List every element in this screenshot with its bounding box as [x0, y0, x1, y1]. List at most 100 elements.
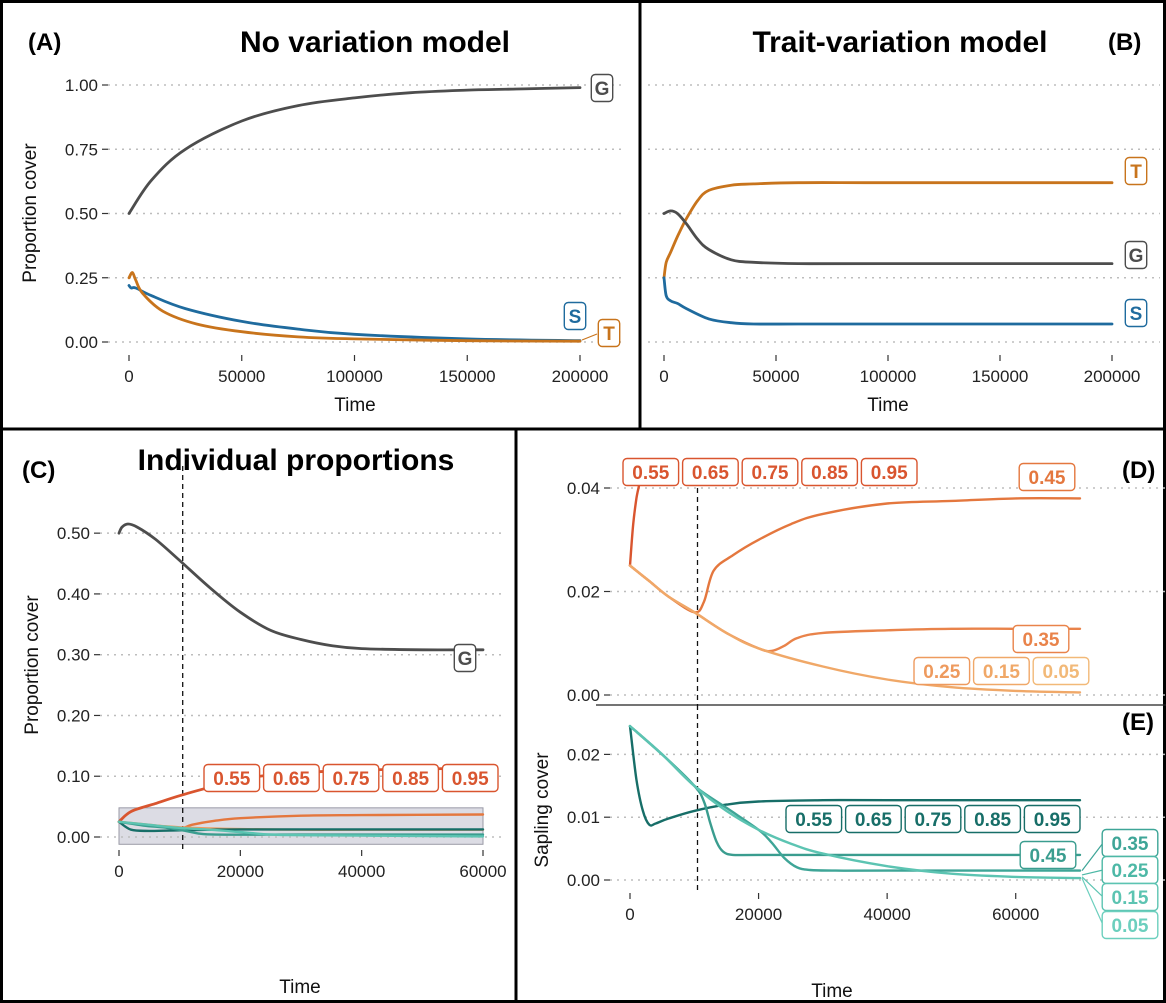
ytick-label-e-1: 0.01 — [567, 808, 600, 827]
ytick-label-c-0: 0.00 — [57, 828, 90, 847]
ytick-label-a-4: 1.00 — [65, 76, 98, 95]
label-box-d-0.35 — [1012, 624, 1070, 654]
label-box-e-right-0.15 — [1101, 882, 1159, 912]
label-box-b-S — [1124, 298, 1148, 328]
series-e-0.25-0.05 — [628, 724, 1082, 880]
xtick-label-c-3: 60000 — [459, 862, 506, 881]
label-e-right-0.35: 0.35 — [1112, 834, 1149, 855]
label-d-0.35: 0.35 — [1023, 630, 1060, 651]
label-box-c-G — [453, 643, 477, 673]
series-c-G — [117, 522, 485, 652]
xtick-label-a-3: 150000 — [439, 367, 496, 386]
label-d-group-0.55: 0.55 — [632, 463, 669, 484]
xlabel-c: Time — [279, 977, 321, 998]
series-e-0.55-0.95 — [628, 724, 1082, 827]
ytick-label-c-2: 0.20 — [57, 706, 90, 725]
xtick-label-b-2: 100000 — [860, 367, 917, 386]
label-box-a-G — [590, 73, 614, 103]
series-c-sapling-lowest — [117, 820, 485, 838]
panel-label-d: (D) — [1122, 457, 1155, 484]
series-b-G — [662, 209, 1114, 266]
panel-label-e: (E) — [1122, 709, 1154, 736]
xlabel-a: Time — [334, 395, 376, 416]
label-box-d-low-0.25 — [913, 656, 971, 686]
series-a-T — [127, 271, 582, 343]
panel-label-a: (A) — [28, 29, 61, 56]
label-box-e-group-0.75 — [904, 804, 962, 834]
ytick-label-e-0: 0.00 — [567, 871, 600, 890]
series-b-T — [662, 181, 1114, 280]
xlabel-e: Time — [811, 981, 853, 1002]
label-e-group-0.85: 0.85 — [974, 810, 1011, 831]
ytick-label-c-5: 0.50 — [57, 524, 90, 543]
xtick-label-b-3: 150000 — [972, 367, 1029, 386]
label-box-d-group-0.55 — [622, 457, 680, 487]
label-d-low-0.25: 0.25 — [923, 662, 960, 683]
xtick-label-c-1: 20000 — [217, 862, 264, 881]
xtick-label-a-2: 100000 — [326, 367, 383, 386]
label-c-group-0.65: 0.65 — [273, 769, 310, 790]
label-e-right-0.15: 0.15 — [1112, 888, 1149, 909]
label-e-0.45: 0.45 — [1030, 846, 1067, 867]
label-e-right-0.05: 0.05 — [1112, 916, 1149, 937]
label-c-group-0.55: 0.55 — [213, 769, 250, 790]
label-c-group-0.75: 0.75 — [333, 769, 370, 790]
label-box-a-S — [563, 301, 587, 331]
series-a-G — [127, 86, 582, 215]
ytick-label-d-0: 0.00 — [567, 686, 600, 705]
leader-e-0.15 — [1081, 876, 1104, 898]
series-b-S — [662, 276, 1114, 326]
ytick-label-c-3: 0.30 — [57, 646, 90, 665]
ytick-label-a-1: 0.25 — [65, 269, 98, 288]
label-c-group-0.95: 0.95 — [452, 769, 489, 790]
label-box-c-group-0.75 — [322, 763, 380, 793]
panel-label-b: (B) — [1108, 29, 1141, 56]
label-d-group-0.95: 0.95 — [871, 463, 908, 484]
label-b-S: S — [1130, 304, 1143, 325]
leader-e-0.35 — [1081, 842, 1104, 871]
panel-title-a: No variation model — [240, 26, 510, 59]
xtick-label-e-2: 40000 — [864, 905, 911, 924]
ylabel-a: Proportion cover — [20, 143, 41, 283]
ytick-label-e-2: 0.02 — [567, 745, 600, 764]
label-a-T: T — [603, 324, 615, 345]
label-box-e-group-0.85 — [964, 804, 1022, 834]
label-box-e-0.45 — [1019, 840, 1077, 870]
series-a-S — [127, 284, 582, 343]
label-box-d-group-0.85 — [801, 457, 859, 487]
label-e-group-0.75: 0.75 — [915, 810, 952, 831]
label-d-low-0.15: 0.15 — [983, 662, 1020, 683]
label-a-S: S — [569, 307, 582, 328]
label-d-0.45: 0.45 — [1029, 468, 1066, 489]
xtick-label-a-0: 0 — [124, 367, 133, 386]
ytick-label-a-2: 0.50 — [65, 205, 98, 224]
ytick-label-a-3: 0.75 — [65, 140, 98, 159]
ylabel-e: Sapling cover — [532, 752, 553, 868]
label-box-c-group-0.55 — [203, 763, 261, 793]
label-box-e-right-0.05 — [1101, 910, 1159, 940]
series-d-0.25-0.05 — [628, 564, 1082, 694]
label-b-G: G — [1129, 246, 1144, 267]
xtick-label-e-3: 60000 — [992, 905, 1039, 924]
label-box-e-group-0.65 — [844, 804, 902, 834]
label-box-d-low-0.15 — [972, 656, 1030, 686]
xtick-label-e-0: 0 — [625, 905, 634, 924]
ytick-label-c-4: 0.40 — [57, 585, 90, 604]
xtick-label-e-1: 20000 — [735, 905, 782, 924]
ylabel-d: Tree cover — [0, 0, 46, 5]
label-box-c-group-0.65 — [262, 763, 320, 793]
xtick-label-a-4: 200000 — [552, 367, 609, 386]
label-box-d-group-0.95 — [860, 457, 918, 487]
panel-title-b: Trait-variation model — [752, 26, 1047, 59]
label-d-group-0.65: 0.65 — [692, 463, 729, 484]
label-box-c-group-0.95 — [441, 763, 499, 793]
label-e-group-0.55: 0.55 — [795, 810, 832, 831]
ytick-label-a-0: 0.00 — [65, 333, 98, 352]
label-box-e-group-0.55 — [785, 804, 843, 834]
label-d-low-0.05: 0.05 — [1043, 662, 1080, 683]
xtick-label-b-0: 0 — [659, 367, 668, 386]
label-e-right-0.25: 0.25 — [1112, 861, 1149, 882]
leader-a-T — [581, 333, 598, 341]
